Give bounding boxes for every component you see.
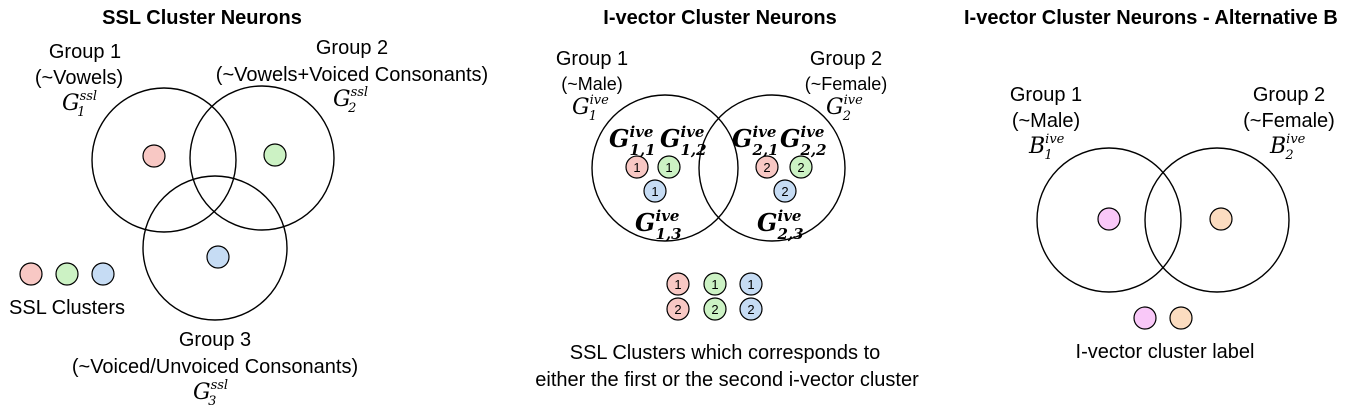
alt-legend-orange-dot: [1169, 306, 1193, 330]
ivector-group1-dots: 1 1 1: [625, 155, 681, 203]
panel-alt: I-vector Cluster Neurons - Alternative B…: [964, 7, 1338, 363]
ssl-cluster-blue-dot: [206, 245, 230, 269]
ivector-group2-dots: 2 2 2: [755, 155, 813, 203]
ivector-dot-green-2: [789, 155, 813, 179]
ivector-dot-green-1: [657, 155, 681, 179]
alt-group2-desc: (~Female): [1243, 110, 1335, 132]
ivector-dot-red-2-number: 2: [763, 160, 770, 175]
alt-legend-magenta-dot: [1133, 306, 1157, 330]
ssl-group1-desc: (~Vowels): [35, 67, 123, 89]
ivector-caption-line2: either the first or the second i-vector …: [535, 369, 919, 391]
ivector-dot-green-2-number: 2: [797, 160, 804, 175]
ssl-legend-red-dot: [19, 262, 43, 286]
panel-ssl-title: SSL Cluster Neurons: [102, 7, 302, 29]
ssl-group1-circle: [91, 87, 237, 233]
alt-group2-symbol: Bive 2: [1269, 132, 1306, 163]
ssl-group3-circle: [142, 175, 288, 321]
ssl-cluster-green-dot: [263, 143, 287, 167]
ivector-group1-desc: (~Male): [561, 74, 623, 94]
ssl-group2-symbol: Gssl 2: [333, 85, 368, 116]
ivector-group1-circle: [591, 94, 739, 242]
legend-dot-blue-1: [739, 272, 763, 296]
ivector-subgroup-1-3-symbol: Give 1,3: [635, 207, 682, 243]
alt-group1-name: Group 1: [1010, 84, 1082, 106]
ivector-subgroup-2-3-symbol: Give 2,3: [757, 207, 804, 243]
legend-dot-green-1-number: 1: [711, 277, 718, 292]
ssl-group3-symbol: Gssl 3: [193, 378, 228, 407]
ivector-dot-blue-2-number: 2: [781, 184, 788, 199]
ssl-group3-name: Group 3: [179, 329, 251, 351]
alt-group2-name: Group 2: [1253, 84, 1325, 106]
ivector-group2-name: Group 2: [810, 48, 882, 70]
ivector-group1-symbol: Give 1: [572, 93, 609, 124]
ssl-legend-green-dot: [55, 262, 79, 286]
ivector-group2-desc: (~Female): [805, 74, 888, 94]
ssl-group1-symbol: Gssl 1: [62, 89, 97, 120]
legend-dot-red-2: [666, 297, 690, 321]
ivector-dot-green-1-number: 1: [665, 160, 672, 175]
legend-dot-red-1-number: 1: [674, 277, 681, 292]
panel-ivector: I-vector Cluster Neurons Group 1 (~Male)…: [535, 7, 919, 391]
legend-dot-red-2-number: 2: [674, 302, 681, 317]
ssl-group2-circle: [189, 85, 335, 231]
alt-legend-label: I-vector cluster label: [1076, 341, 1255, 363]
panel-ssl: SSL Cluster Neurons Group 1 (~Vowels) Gs…: [9, 7, 488, 407]
alt-group1-desc: (~Male): [1012, 110, 1080, 132]
alt-group1-circle: [1036, 147, 1182, 293]
legend-dot-blue-2: [739, 297, 763, 321]
alt-cluster-orange-dot: [1209, 207, 1233, 231]
ivector-dot-red-1: [625, 155, 649, 179]
legend-dot-blue-1-number: 1: [747, 277, 754, 292]
ivector-dot-red-2: [755, 155, 779, 179]
legend-dot-green-1: [703, 272, 727, 296]
ivector-dot-blue-1: [643, 179, 667, 203]
ivector-group1-name: Group 1: [556, 48, 628, 70]
ivector-legend: 1 1 1 2 2 2: [666, 272, 763, 321]
ssl-legend-blue-dot: [91, 262, 115, 286]
ivector-group2-circle: [698, 94, 846, 242]
ivector-subgroup-2-2-symbol: Give 2,2: [780, 123, 827, 159]
ssl-cluster-red-dot: [142, 144, 166, 168]
legend-dot-red-1: [666, 272, 690, 296]
legend-dot-green-2: [703, 297, 727, 321]
alt-group1-symbol: Bive 1: [1028, 132, 1065, 163]
ivector-subgroup-1-1-symbol: Give 1,1: [609, 123, 656, 159]
legend-dot-blue-2-number: 2: [747, 302, 754, 317]
ivector-dot-red-1-number: 1: [633, 160, 640, 175]
ssl-group2-desc: (~Vowels+Voiced Consonants): [216, 64, 488, 86]
ivector-subgroup-1-2-symbol: Give 1,2: [660, 123, 707, 159]
ivector-group2-symbol: Give 2: [826, 93, 863, 124]
ivector-subgroup-2-1-symbol: Give 2,1: [732, 123, 779, 159]
ssl-group3-desc: (~Voiced/Unvoiced Consonants): [72, 356, 358, 378]
ivector-dot-blue-1-number: 1: [651, 184, 658, 199]
ivector-dot-blue-2: [773, 179, 797, 203]
legend-dot-green-2-number: 2: [711, 302, 718, 317]
panel-ivector-title: I-vector Cluster Neurons: [603, 7, 836, 29]
ssl-group1-name: Group 1: [49, 41, 121, 63]
panel-alt-title: I-vector Cluster Neurons - Alternative B: [964, 7, 1338, 29]
ivector-caption-line1: SSL Clusters which corresponds to: [570, 342, 881, 364]
alt-cluster-magenta-dot: [1097, 207, 1121, 231]
ssl-group2-name: Group 2: [316, 37, 388, 59]
alt-group2-circle: [1144, 147, 1290, 293]
ssl-legend-label: SSL Clusters: [9, 297, 125, 319]
